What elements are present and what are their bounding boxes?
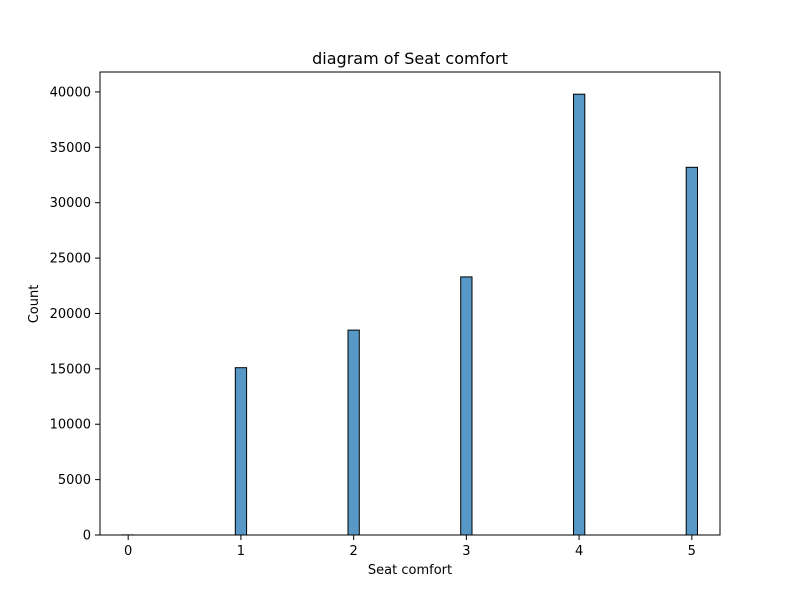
y-tick-label: 10000 [50,418,91,433]
bar-1 [234,367,248,536]
y-tick-label: 0 [83,529,91,544]
y-tick-label: 25000 [50,252,91,267]
x-tick-label: 1 [237,544,245,559]
y-tick-label: 35000 [50,141,91,156]
y-tick-label: 40000 [50,85,91,100]
y-tick-label: 20000 [50,307,91,322]
y-tick-label: 15000 [50,362,91,377]
y-tick-label: 5000 [58,473,91,488]
y-axis-label: Count [27,285,42,324]
bar-2 [347,329,360,536]
x-tick-label: 2 [349,544,357,559]
plot-frame [99,71,721,536]
y-tick-label: 30000 [50,196,91,211]
x-ticks-group: 0 1 2 3 4 5 [124,535,696,559]
y-ticks-group: 0 5000 10000 15000 20000 25000 30000 35000 40000 [50,85,100,544]
x-tick-label: 5 [688,544,696,559]
x-tick-label: 4 [575,544,583,559]
bar-4 [573,93,586,536]
x-tick-label: 3 [462,544,470,559]
chart-title: diagram of Seat comfort [312,49,508,68]
x-axis-label: Seat comfort [368,563,452,578]
bar-5 [685,166,699,536]
x-tick-label: 0 [124,544,132,559]
bar-3 [460,276,473,536]
